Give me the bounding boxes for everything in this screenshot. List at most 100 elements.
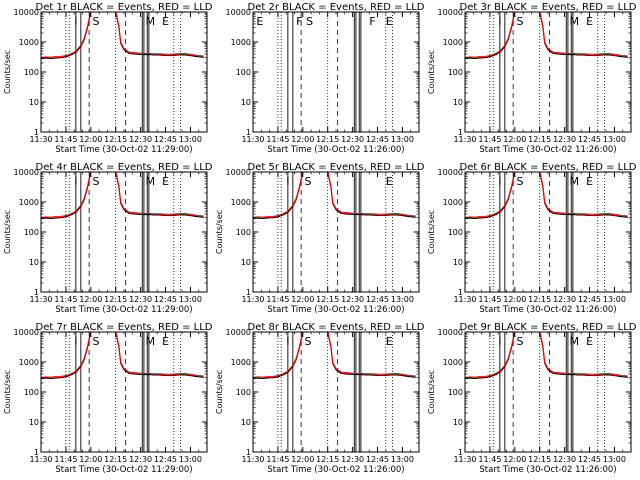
x-tick-label: 12:30 [129, 455, 152, 464]
y-tick-label: 100 [236, 228, 251, 237]
x-tick-label: 12:00 [291, 455, 314, 464]
data-curves [41, 172, 204, 220]
data-curves [253, 172, 416, 220]
x-tick-label: 12:45 [578, 135, 601, 144]
x-tick-label: 13:00 [179, 295, 202, 304]
x-tick-label: 11:30 [241, 455, 264, 464]
x-tick-label: 11:30 [241, 135, 264, 144]
events-series-line [465, 332, 628, 380]
marker-label: E [386, 15, 393, 28]
x-tick-label: 13:00 [391, 135, 414, 144]
marker-label: I [74, 15, 77, 28]
y-tick-label: 1 [246, 288, 251, 297]
y-tick-label: 10 [241, 258, 251, 267]
y-tick-label: 1000 [19, 38, 39, 47]
marker-lines [65, 12, 181, 132]
x-axis-label: Start Time (30-Oct-02 11:26:00) [267, 305, 404, 315]
y-tick-label: 1 [458, 448, 463, 457]
marker-lines [489, 12, 605, 132]
y-tick-label: 10000 [226, 328, 251, 337]
events-series-line [465, 172, 628, 220]
y-axis-label: Counts/sec [427, 370, 436, 414]
panel-title: Det 1r BLACK = Events, RED = LLD [36, 2, 213, 13]
y-tick-label: 10000 [226, 8, 251, 17]
lld-series-line [465, 332, 628, 378]
y-tick-label: 1000 [231, 38, 251, 47]
panel-title: Det 3r BLACK = Events, RED = LLD [460, 2, 637, 13]
x-tick-label: 13:00 [391, 295, 414, 304]
y-tick-label: 10000 [14, 328, 39, 337]
x-tick-label: 11:30 [29, 455, 52, 464]
marker-label: M [570, 175, 580, 188]
panel-title: Det 7r BLACK = Events, RED = LLD [36, 322, 213, 333]
events-series-line [41, 332, 204, 380]
x-tick-label: 11:45 [478, 455, 501, 464]
x-tick-label: 11:45 [478, 135, 501, 144]
marker-label: E [586, 335, 593, 348]
x-axis-label: Start Time (30-Oct-02 11:29:00) [55, 305, 192, 315]
x-tick-label: 12:15 [316, 135, 339, 144]
x-tick-label: 12:15 [104, 135, 127, 144]
marker-lines [489, 172, 605, 292]
y-tick-label: 10 [241, 98, 251, 107]
marker-label: S [304, 335, 311, 348]
panel-title: Det 2r BLACK = Events, RED = LLD [248, 2, 425, 13]
x-tick-label: 12:00 [291, 295, 314, 304]
panel-title: Det 8r BLACK = Events, RED = LLD [248, 322, 425, 333]
data-curves [465, 172, 628, 220]
x-axis-label: Start Time (30-Oct-02 11:26:00) [267, 145, 404, 155]
events-series-line [465, 12, 628, 60]
y-tick-label: 10 [29, 98, 39, 107]
x-tick-label: 12:45 [578, 455, 601, 464]
y-tick-label: 100 [24, 228, 39, 237]
y-tick-label: 1000 [19, 358, 39, 367]
x-tick-label: 12:15 [316, 295, 339, 304]
x-tick-label: 12:45 [578, 295, 601, 304]
y-tick-label: 1 [458, 288, 463, 297]
marker-label: M [146, 175, 156, 188]
y-tick-label: 10 [453, 258, 463, 267]
x-tick-label: 12:30 [341, 455, 364, 464]
x-tick-label: 12:30 [553, 455, 576, 464]
x-tick-label: 12:00 [503, 295, 526, 304]
marker-label: E [386, 335, 393, 348]
panel-title: Det 9r BLACK = Events, RED = LLD [460, 322, 637, 333]
y-tick-label: 10 [453, 418, 463, 427]
marker-label: E [586, 15, 593, 28]
y-axis-label: Counts/sec [3, 370, 12, 414]
y-axis-label: Counts/sec [427, 210, 436, 254]
x-tick-label: 13:00 [179, 455, 202, 464]
marker-label: E [586, 175, 593, 188]
x-tick-label: 11:30 [29, 295, 52, 304]
y-tick-label: 1 [458, 128, 463, 137]
lld-series-line [41, 172, 204, 218]
marker-label: I [286, 335, 289, 348]
y-tick-label: 100 [24, 388, 39, 397]
y-tick-label: 10000 [14, 8, 39, 17]
x-tick-label: 11:30 [453, 295, 476, 304]
x-tick-label: 12:00 [79, 135, 102, 144]
y-tick-label: 1 [34, 128, 39, 137]
x-tick-label: 12:00 [79, 455, 102, 464]
x-tick-label: 12:15 [104, 295, 127, 304]
x-tick-label: 12:15 [528, 295, 551, 304]
y-axis-label: Counts/sec [3, 210, 12, 254]
y-tick-label: 100 [448, 388, 463, 397]
x-tick-label: 12:45 [366, 135, 389, 144]
x-tick-label: 12:30 [341, 135, 364, 144]
x-tick-label: 11:45 [54, 135, 77, 144]
y-tick-label: 10 [241, 418, 251, 427]
y-tick-label: 1 [34, 448, 39, 457]
x-tick-label: 11:45 [266, 455, 289, 464]
y-tick-label: 10000 [14, 168, 39, 177]
marker-label: S [306, 15, 313, 28]
lld-series-line [253, 172, 416, 218]
marker-label: E [162, 15, 169, 28]
x-tick-label: 12:45 [154, 455, 177, 464]
data-curves [465, 332, 628, 380]
y-tick-label: 100 [24, 68, 39, 77]
y-tick-label: 100 [236, 68, 251, 77]
